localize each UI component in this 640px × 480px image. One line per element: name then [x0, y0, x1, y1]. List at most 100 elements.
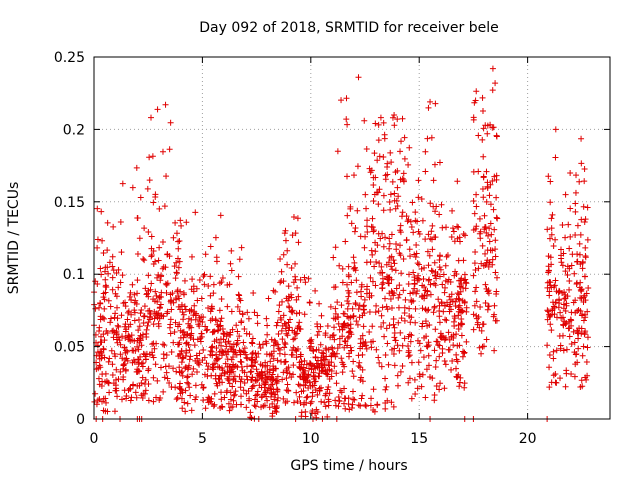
data-point [147, 314, 154, 321]
data-point [350, 358, 357, 365]
data-point [391, 260, 398, 267]
data-point [141, 303, 148, 310]
data-point [358, 374, 365, 381]
data-point [144, 185, 151, 192]
data-point [380, 243, 387, 250]
data-point [303, 394, 310, 401]
data-point [562, 191, 569, 198]
data-point [326, 390, 333, 397]
data-point [361, 310, 368, 317]
data-point [436, 319, 443, 326]
data-point [562, 295, 569, 302]
data-point [575, 335, 582, 342]
data-point [219, 325, 226, 332]
data-point [273, 322, 280, 329]
data-point [369, 224, 376, 231]
data-point [223, 389, 230, 396]
data-point [117, 341, 124, 348]
data-point [562, 268, 569, 275]
data-point [386, 280, 393, 287]
data-point [154, 106, 161, 113]
data-point [345, 263, 352, 270]
data-point [338, 389, 345, 396]
data-point [105, 358, 112, 365]
data-point [266, 366, 273, 373]
data-point [213, 254, 220, 261]
data-point [142, 376, 149, 383]
data-point [483, 336, 490, 343]
data-point [134, 382, 141, 389]
data-point [399, 209, 406, 216]
data-point [391, 112, 398, 119]
data-point [145, 319, 152, 326]
x-tick-label: 0 [90, 431, 99, 447]
data-point [482, 281, 489, 288]
y-tick-label: 0.25 [54, 50, 85, 66]
data-point [546, 351, 553, 358]
data-point [375, 230, 382, 237]
data-point [361, 296, 368, 303]
data-point [568, 340, 575, 347]
data-point [343, 95, 350, 102]
data-point [486, 238, 493, 245]
data-point [405, 347, 412, 354]
data-point [582, 328, 589, 335]
data-point [492, 237, 499, 244]
data-point [458, 316, 465, 323]
data-point [142, 387, 149, 394]
data-point [450, 342, 457, 349]
data-point [99, 352, 106, 359]
data-point [351, 259, 358, 266]
data-point [348, 331, 355, 338]
data-point [243, 373, 250, 380]
data-point [493, 194, 500, 201]
data-point [584, 204, 591, 211]
data-point [575, 345, 582, 352]
data-point [460, 348, 467, 355]
data-point [150, 199, 157, 206]
data-point [393, 285, 400, 292]
data-point [158, 312, 165, 319]
data-point [121, 360, 128, 367]
data-point [397, 222, 404, 229]
data-point [143, 333, 150, 340]
data-point [249, 376, 256, 383]
data-point [216, 379, 223, 386]
data-point [250, 290, 257, 297]
data-point [178, 359, 185, 366]
data-point [131, 338, 138, 345]
data-point [431, 259, 438, 266]
data-point [98, 208, 105, 215]
data-point [344, 298, 351, 305]
data-point [189, 276, 196, 283]
data-point [383, 303, 390, 310]
data-point [198, 381, 205, 388]
data-point [423, 343, 430, 350]
data-point [347, 347, 354, 354]
data-point [576, 240, 583, 247]
data-point [129, 184, 136, 191]
data-point [288, 374, 295, 381]
data-point [121, 387, 128, 394]
data-point [124, 357, 131, 364]
data-point [275, 330, 282, 337]
data-point [218, 315, 225, 322]
data-point [300, 375, 307, 382]
data-point [269, 381, 276, 388]
data-point [109, 253, 116, 260]
data-point [162, 101, 169, 108]
data-point [363, 146, 370, 153]
data-point [401, 134, 408, 141]
data-point [370, 338, 377, 345]
data-point [181, 399, 188, 406]
data-point [413, 250, 420, 257]
data-point [547, 199, 554, 206]
data-point [213, 355, 220, 362]
data-point [483, 229, 490, 236]
data-point [102, 276, 109, 283]
data-point [368, 395, 375, 402]
data-point [563, 302, 570, 309]
data-point [569, 251, 576, 258]
data-point [141, 225, 148, 232]
data-point [229, 383, 236, 390]
